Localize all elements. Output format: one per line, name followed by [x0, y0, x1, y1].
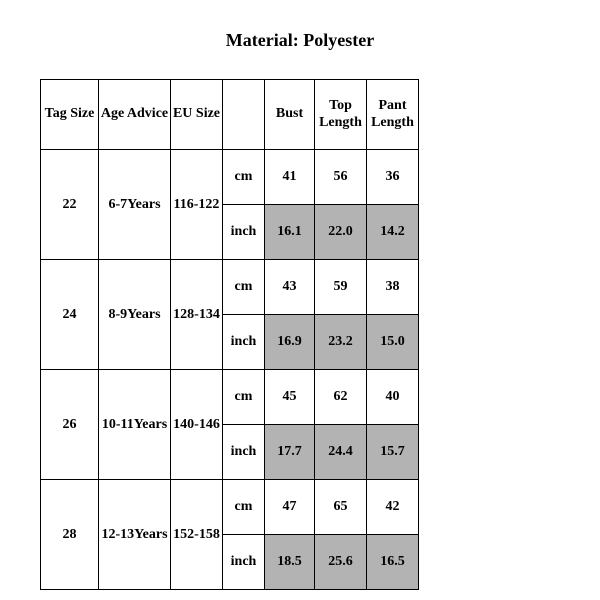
- cell-pant: 14.2: [367, 205, 419, 260]
- cell-bust: 17.7: [265, 425, 315, 480]
- cell-pant: 16.5: [367, 535, 419, 590]
- cell-eu: 116-122: [171, 150, 223, 260]
- material-title: Material: Polyester: [0, 30, 600, 51]
- cell-age: 8-9Years: [99, 260, 171, 370]
- cell-unit-inch: inch: [223, 425, 265, 480]
- cell-bust: 43: [265, 260, 315, 315]
- cell-pant: 42: [367, 480, 419, 535]
- col-pant-l1: Pant: [367, 98, 418, 115]
- page: Material: Polyester Tag Size Age Advice …: [0, 0, 600, 600]
- cell-tag: 28: [41, 480, 99, 590]
- size-table-wrap: Tag Size Age Advice EU Size Bust Top Len…: [40, 79, 600, 590]
- table-row: 24 8-9Years 128-134 cm 43 59 38: [41, 260, 419, 315]
- col-age-advice: Age Advice: [99, 80, 171, 150]
- cell-top: 25.6: [315, 535, 367, 590]
- cell-pant: 40: [367, 370, 419, 425]
- header-row: Tag Size Age Advice EU Size Bust Top Len…: [41, 80, 419, 150]
- col-top-l1: Top: [315, 98, 366, 115]
- cell-unit-inch: inch: [223, 535, 265, 590]
- cell-top: 22.0: [315, 205, 367, 260]
- col-pant-length: Pant Length: [367, 80, 419, 150]
- cell-top: 23.2: [315, 315, 367, 370]
- table-body: 22 6-7Years 116-122 cm 41 56 36 inch 16.…: [41, 150, 419, 590]
- cell-top: 59: [315, 260, 367, 315]
- cell-unit-cm: cm: [223, 370, 265, 425]
- cell-pant: 15.0: [367, 315, 419, 370]
- table-row: 28 12-13Years 152-158 cm 47 65 42: [41, 480, 419, 535]
- cell-top: 65: [315, 480, 367, 535]
- cell-pant: 15.7: [367, 425, 419, 480]
- cell-eu: 152-158: [171, 480, 223, 590]
- cell-age: 6-7Years: [99, 150, 171, 260]
- cell-unit-inch: inch: [223, 315, 265, 370]
- col-unit: [223, 80, 265, 150]
- cell-bust: 45: [265, 370, 315, 425]
- cell-top: 62: [315, 370, 367, 425]
- size-table: Tag Size Age Advice EU Size Bust Top Len…: [40, 79, 419, 590]
- cell-age: 12-13Years: [99, 480, 171, 590]
- cell-eu: 140-146: [171, 370, 223, 480]
- cell-pant: 38: [367, 260, 419, 315]
- cell-unit-cm: cm: [223, 150, 265, 205]
- cell-bust: 41: [265, 150, 315, 205]
- cell-top: 24.4: [315, 425, 367, 480]
- cell-bust: 16.9: [265, 315, 315, 370]
- col-top-l2: Length: [315, 115, 366, 132]
- cell-age: 10-11Years: [99, 370, 171, 480]
- col-eu-size: EU Size: [171, 80, 223, 150]
- col-top-length: Top Length: [315, 80, 367, 150]
- cell-bust: 18.5: [265, 535, 315, 590]
- cell-bust: 47: [265, 480, 315, 535]
- cell-bust: 16.1: [265, 205, 315, 260]
- cell-tag: 26: [41, 370, 99, 480]
- cell-tag: 24: [41, 260, 99, 370]
- cell-top: 56: [315, 150, 367, 205]
- table-row: 26 10-11Years 140-146 cm 45 62 40: [41, 370, 419, 425]
- cell-unit-cm: cm: [223, 260, 265, 315]
- cell-unit-cm: cm: [223, 480, 265, 535]
- cell-pant: 36: [367, 150, 419, 205]
- cell-tag: 22: [41, 150, 99, 260]
- col-bust: Bust: [265, 80, 315, 150]
- col-pant-l2: Length: [367, 115, 418, 132]
- table-row: 22 6-7Years 116-122 cm 41 56 36: [41, 150, 419, 205]
- cell-unit-inch: inch: [223, 205, 265, 260]
- col-tag-size: Tag Size: [41, 80, 99, 150]
- cell-eu: 128-134: [171, 260, 223, 370]
